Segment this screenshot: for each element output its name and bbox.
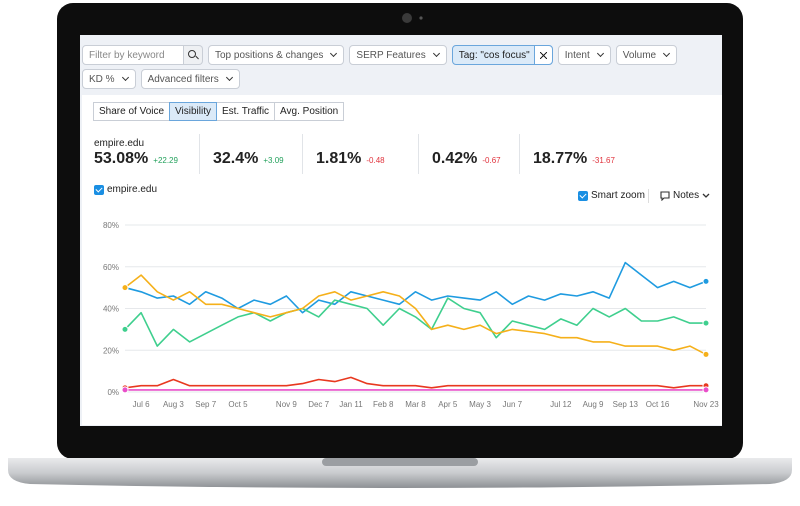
- x-tick-label: Sep 7: [195, 400, 216, 409]
- camera: [402, 13, 412, 23]
- metric-change: +22.29: [153, 156, 178, 165]
- domain: empire.edu: [94, 138, 145, 149]
- y-tick-label: 60%: [103, 263, 119, 272]
- legend-label: empire.edu: [107, 184, 158, 195]
- x-tick-label: Mar 8: [405, 400, 426, 409]
- x-tick-label: Nov 9: [276, 400, 297, 409]
- x-tick-label: Nov 23: [693, 400, 719, 409]
- separator: [302, 134, 303, 174]
- tab[interactable]: Avg. Position: [274, 102, 345, 121]
- end-point: [702, 350, 710, 358]
- tab[interactable]: Visibility: [169, 102, 217, 121]
- metric: 0.42% -0.67: [432, 150, 501, 168]
- x-tick-label: Feb 8: [373, 400, 394, 409]
- y-tick-label: 0%: [107, 388, 119, 397]
- series-line: [124, 376, 706, 389]
- filter-bar: Filter by keyword Top positions & changes…: [82, 45, 722, 89]
- filter-dropdown[interactable]: Top positions & changes: [208, 45, 345, 65]
- filter-dropdown[interactable]: Advanced filters: [140, 69, 240, 89]
- notes-button[interactable]: Notes: [660, 190, 710, 201]
- notes-label: Notes: [673, 190, 700, 201]
- x-tick-label: Dec 7: [308, 400, 329, 409]
- metric: 53.08% +22.29: [94, 150, 178, 168]
- metric: 18.77% -31.67: [533, 150, 615, 168]
- x-tick-label: Oct 5: [228, 400, 248, 409]
- series-line: [124, 261, 707, 314]
- y-tick-label: 20%: [103, 346, 119, 355]
- metric-value: 18.77%: [533, 150, 588, 167]
- series-line: [124, 297, 706, 347]
- x-tick-label: Aug 9: [583, 400, 604, 409]
- x-tick-label: May 3: [469, 400, 491, 409]
- y-tick-label: 40%: [103, 305, 119, 314]
- tab[interactable]: Share of Voice: [93, 102, 171, 121]
- hinge-notch: [322, 458, 478, 466]
- series-line: [124, 274, 707, 356]
- x-tick-label: Jul 12: [550, 400, 572, 409]
- filter-dropdown[interactable]: KD %: [82, 69, 136, 89]
- metric-change: -0.48: [366, 156, 385, 165]
- legend-item[interactable]: empire.edu: [94, 184, 157, 195]
- metric: 1.81% -0.48: [316, 150, 385, 168]
- filter-dropdown[interactable]: Tag: "cos focus": [451, 45, 553, 65]
- metric-value: 1.81%: [316, 150, 362, 167]
- x-tick-label: Aug 3: [163, 400, 184, 409]
- x-tick-label: Apr 5: [438, 400, 458, 409]
- divider: [648, 189, 649, 203]
- metric-change: -31.67: [592, 156, 615, 165]
- card: [82, 95, 722, 425]
- separator: [418, 134, 419, 174]
- camera-led: [419, 16, 423, 20]
- x-tick-label: Jan 11: [339, 400, 363, 409]
- filter-dropdown[interactable]: Volume: [615, 45, 678, 65]
- notes-icon: [660, 190, 670, 201]
- metric-value: 32.4%: [213, 150, 259, 167]
- metric-change: -0.67: [482, 156, 501, 165]
- filter-dropdown[interactable]: Intent: [557, 45, 611, 65]
- filter-dropdown[interactable]: SERP Features: [349, 45, 447, 65]
- tabs: Share of Voice Visibility Est. Traffic Avg.…: [93, 102, 345, 121]
- x-tick-label: Oct 16: [646, 400, 670, 409]
- separator: [199, 134, 200, 174]
- metric-value: 0.42%: [432, 150, 478, 167]
- end-point: [702, 277, 710, 285]
- end-point: [121, 284, 129, 292]
- smart-zoom-label: Smart zoom: [591, 190, 645, 201]
- x-tick-label: Jun 7: [503, 400, 523, 409]
- end-point: [121, 386, 129, 394]
- metric: 32.4% +3.09: [213, 150, 284, 168]
- x-tick-label: Sep 13: [613, 400, 639, 409]
- x-tick-label: Jul 6: [133, 400, 150, 409]
- y-tick-label: 80%: [103, 221, 119, 230]
- smart-zoom[interactable]: Smart zoom: [578, 190, 645, 201]
- metric-change: +3.09: [263, 156, 284, 165]
- chevron: [702, 193, 710, 198]
- end-point: [702, 319, 710, 327]
- separator: [519, 134, 520, 174]
- metric-value: 53.08%: [94, 150, 149, 167]
- search-button[interactable]: [184, 45, 203, 65]
- end-point: [702, 386, 710, 394]
- laptop-base: [8, 458, 792, 488]
- end-point: [121, 325, 129, 333]
